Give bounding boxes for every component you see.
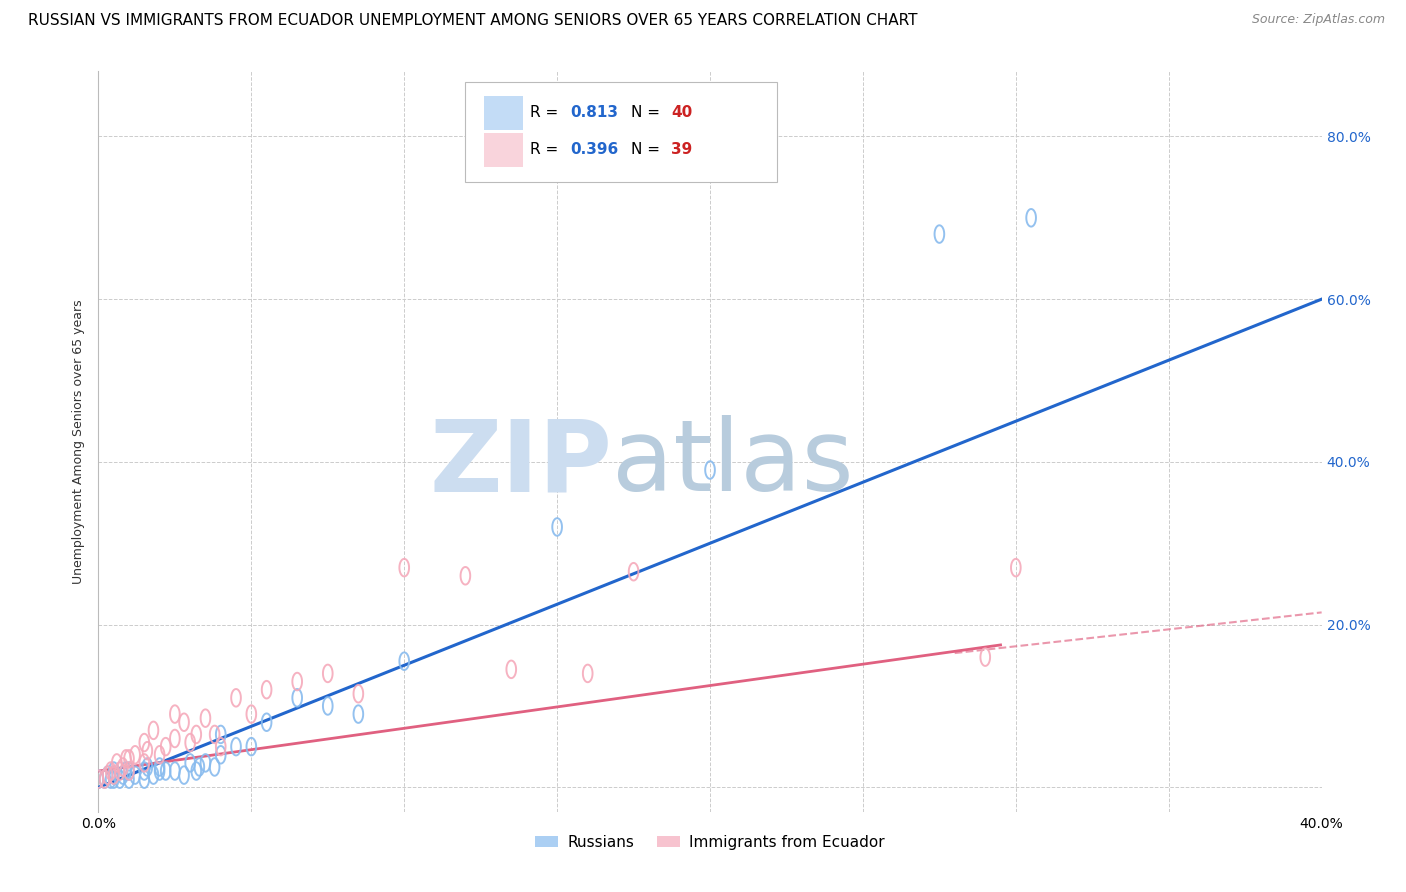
FancyBboxPatch shape xyxy=(484,95,523,130)
Point xyxy=(103,768,125,782)
Point xyxy=(134,772,156,787)
Point xyxy=(454,568,477,582)
Text: 0.813: 0.813 xyxy=(571,105,619,120)
Point xyxy=(194,756,217,770)
Point xyxy=(124,768,146,782)
Point xyxy=(118,772,141,787)
Point xyxy=(285,674,308,689)
Point xyxy=(105,756,128,770)
Point xyxy=(974,650,997,665)
Point xyxy=(240,739,263,754)
Point xyxy=(256,682,278,697)
Text: RUSSIAN VS IMMIGRANTS FROM ECUADOR UNEMPLOYMENT AMONG SENIORS OVER 65 YEARS CORR: RUSSIAN VS IMMIGRANTS FROM ECUADOR UNEMP… xyxy=(28,13,918,29)
Y-axis label: Unemployment Among Seniors over 65 years: Unemployment Among Seniors over 65 years xyxy=(72,299,86,584)
Point xyxy=(699,463,721,477)
Point xyxy=(100,764,122,778)
Point xyxy=(928,227,950,241)
Point xyxy=(108,764,131,778)
Point xyxy=(87,772,110,787)
Text: atlas: atlas xyxy=(612,416,853,512)
Point xyxy=(316,666,339,681)
Point xyxy=(285,690,308,705)
Point xyxy=(209,727,232,741)
Point xyxy=(103,772,125,787)
Point xyxy=(163,707,186,722)
Point xyxy=(546,520,568,534)
Point xyxy=(186,727,208,741)
Point xyxy=(118,764,141,778)
Point xyxy=(173,768,195,782)
Text: 40: 40 xyxy=(671,105,692,120)
Point xyxy=(209,747,232,762)
Point xyxy=(134,764,156,778)
Text: R =: R = xyxy=(530,105,564,120)
Point xyxy=(240,707,263,722)
Point xyxy=(103,768,125,782)
Text: ZIP: ZIP xyxy=(429,416,612,512)
Point xyxy=(149,747,172,762)
Point xyxy=(136,744,159,758)
Point xyxy=(97,768,120,782)
FancyBboxPatch shape xyxy=(484,133,523,167)
FancyBboxPatch shape xyxy=(465,82,778,183)
Point xyxy=(392,560,416,574)
Point xyxy=(149,764,172,778)
Point xyxy=(576,666,599,681)
Point xyxy=(142,723,165,738)
Point xyxy=(163,764,186,778)
Point xyxy=(173,715,195,730)
Point xyxy=(1019,211,1042,225)
Point xyxy=(111,768,134,782)
Point xyxy=(623,565,645,579)
Point xyxy=(108,772,131,787)
Point xyxy=(97,768,120,782)
Point xyxy=(204,727,226,741)
Point xyxy=(115,764,138,778)
Point xyxy=(347,707,370,722)
Point xyxy=(124,747,146,762)
Point xyxy=(100,772,122,787)
Point xyxy=(256,715,278,730)
Point xyxy=(347,687,370,701)
Point xyxy=(111,760,134,774)
Text: 39: 39 xyxy=(671,143,692,157)
Text: Source: ZipAtlas.com: Source: ZipAtlas.com xyxy=(1251,13,1385,27)
Point xyxy=(118,764,141,778)
Point xyxy=(136,760,159,774)
Point xyxy=(115,752,138,766)
Point xyxy=(186,764,208,778)
Point xyxy=(392,654,416,668)
Text: R =: R = xyxy=(530,143,564,157)
Text: N =: N = xyxy=(630,105,665,120)
Point xyxy=(118,752,141,766)
Point xyxy=(87,772,110,787)
Point xyxy=(1004,560,1026,574)
Point xyxy=(93,772,115,787)
Point xyxy=(209,739,232,754)
Point xyxy=(163,731,186,746)
Legend: Russians, Immigrants from Ecuador: Russians, Immigrants from Ecuador xyxy=(529,829,891,856)
Point xyxy=(179,756,201,770)
Point xyxy=(149,760,172,774)
Text: 0.396: 0.396 xyxy=(571,143,619,157)
Point xyxy=(155,764,177,778)
Point xyxy=(204,760,226,774)
Point xyxy=(188,760,211,774)
Point xyxy=(155,739,177,754)
Point xyxy=(103,764,125,778)
Point xyxy=(194,711,217,725)
Point xyxy=(93,772,115,787)
Point xyxy=(501,662,523,676)
Point xyxy=(225,690,247,705)
Point xyxy=(225,739,247,754)
Point xyxy=(179,735,201,749)
Text: N =: N = xyxy=(630,143,665,157)
Point xyxy=(134,756,156,770)
Point xyxy=(134,735,156,749)
Point xyxy=(142,768,165,782)
Point xyxy=(316,698,339,713)
